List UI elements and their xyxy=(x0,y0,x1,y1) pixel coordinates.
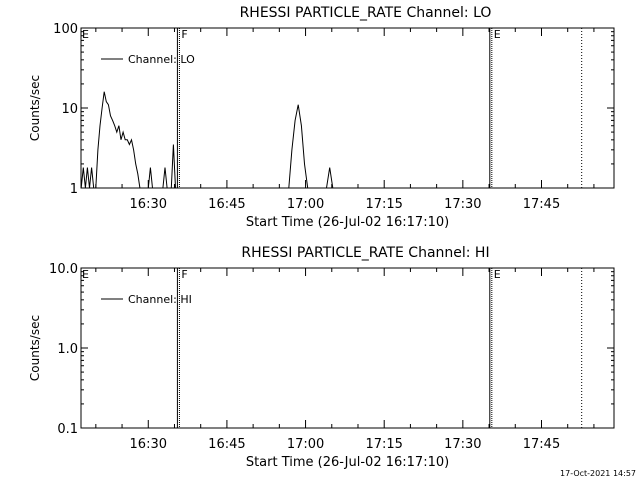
panel-lo-legend-label: Channel: LO xyxy=(128,53,195,66)
panel-lo-ytick-label: 10 xyxy=(61,102,78,117)
panel-lo-marker-label: F xyxy=(181,28,187,41)
panel-lo-ytick-label: 100 xyxy=(53,22,78,37)
panel-hi-xtick-label: 17:30 xyxy=(444,437,481,452)
panel-lo-marker-label: E xyxy=(82,28,89,41)
panel-lo-frame xyxy=(80,27,615,189)
panel-lo-ylabel: Counts/sec xyxy=(28,75,42,141)
panel-lo-xtick-label: 17:00 xyxy=(287,197,324,212)
panel-hi-ytick-label: 0.1 xyxy=(57,422,78,437)
panel-hi-marker-label: E xyxy=(494,268,501,281)
panel-hi-xlabel: Start Time (26-Jul-02 16:17:10) xyxy=(246,455,449,470)
panel-lo-marker-label: E xyxy=(494,28,501,41)
panel-hi-ytick-label: 10.0 xyxy=(49,262,78,277)
panel-hi-ytick-label: 1.0 xyxy=(57,342,78,357)
panel-lo-xlabel: Start Time (26-Jul-02 16:17:10) xyxy=(246,215,449,230)
panel-hi-xtick-label: 16:30 xyxy=(130,437,167,452)
panel-lo-title: RHESSI PARTICLE_RATE Channel: LO xyxy=(240,5,492,21)
panel-hi-marker-label: F xyxy=(181,268,187,281)
panel-lo-xtick-label: 17:15 xyxy=(365,197,402,212)
panel-hi-marker-label: E xyxy=(82,268,89,281)
panel-hi-xtick-label: 17:15 xyxy=(365,437,402,452)
panel-hi-xtick-label: 16:45 xyxy=(208,437,245,452)
panel-lo-xtick-label: 16:30 xyxy=(130,197,167,212)
panel-lo-ytick-label: 1 xyxy=(70,182,78,197)
panel-hi-xtick-label: 17:00 xyxy=(287,437,324,452)
panel-hi-xtick-label: 17:45 xyxy=(523,437,560,452)
panel-lo-xtick-label: 16:45 xyxy=(208,197,245,212)
panel-hi-legend-label: Channel: HI xyxy=(128,293,192,306)
panel-lo-xtick-label: 17:45 xyxy=(523,197,560,212)
timestamp-footer: 17-Oct-2021 14:57 xyxy=(560,469,636,478)
panel-lo-xtick-label: 17:30 xyxy=(444,197,481,212)
panel-lo-series-line xyxy=(80,91,343,189)
panel-hi-title: RHESSI PARTICLE_RATE Channel: HI xyxy=(241,245,489,261)
panel-hi-ylabel: Counts/sec xyxy=(28,315,42,381)
panel-hi-frame xyxy=(80,267,615,429)
